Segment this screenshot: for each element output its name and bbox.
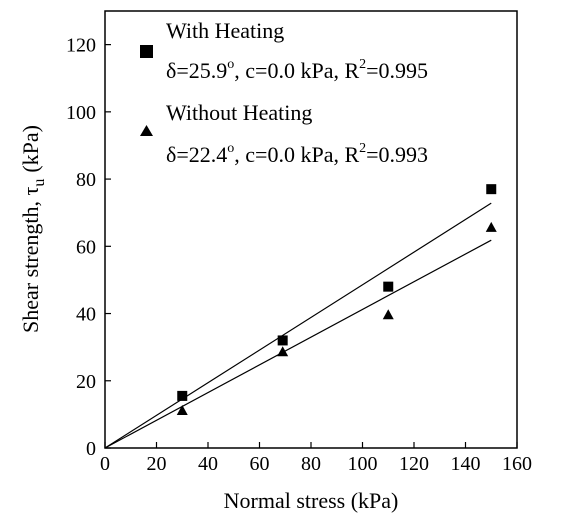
x-tick-label: 40 [198,453,218,475]
fit-without-heating-delta: δ=22.4 [166,142,227,167]
point-without-heating [382,309,394,320]
x-axis-title: Normal stress (kPa) [224,488,399,513]
y-axis-title-main: Shear strength, τ [18,187,43,333]
x-tick-label: 0 [100,453,110,475]
y-tick-label: 60 [76,236,96,258]
point-without-heating [485,221,497,232]
fit-lines [104,202,492,449]
fit-with-heating-r2-value: =0.995 [366,58,428,83]
x-tick-label: 60 [250,453,270,475]
fit-without-heating-rest: , c=0.0 kPa, R [234,142,359,167]
y-tick-label: 100 [66,102,96,124]
data-points [176,184,497,416]
fit-line-without-heating [104,239,492,449]
point-with-heating [486,184,497,195]
legend-marker-with-heating [140,45,153,58]
legend-marker-without-heating [140,125,153,136]
point-without-heating [277,346,289,357]
legend-label-with-heating: With Heating [166,18,284,43]
fit-with-heating-r2-sup: 2 [359,57,366,72]
fit-with-heating-delta: δ=25.9 [166,58,227,83]
x-tick-label: 160 [502,453,532,475]
y-axis-title-unit: (kPa) [18,125,43,173]
y-axis-title-subscript: u [31,179,48,187]
x-tick-label: 140 [451,453,481,475]
y-tick-label: 120 [66,35,96,57]
x-tick-label: 100 [348,453,378,475]
x-tick-label: 20 [147,453,167,475]
fit-with-heating-degree: o [227,57,234,72]
fit-without-heating-degree: o [227,141,234,156]
point-with-heating [277,335,288,346]
fit-line-with-heating [104,202,492,449]
axis-ticks: 0 20 40 60 80 100 120 140 160 0 20 40 60 80 100 120 [66,35,532,475]
y-tick-label: 80 [76,169,96,191]
y-tick-label: 0 [86,438,96,460]
y-tick-label: 20 [76,371,96,393]
x-tick-label: 120 [399,453,429,475]
y-tick-label: 40 [76,304,96,326]
fit-with-heating-rest: , c=0.0 kPa, R [234,58,359,83]
point-without-heating [176,405,188,416]
fit-without-heating-r2-value: =0.993 [366,142,428,167]
point-with-heating [177,390,188,401]
legend-fit-without-heating: δ=22.4o, c=0.0 kPa, R2=0.993 [166,141,428,167]
legend-label-without-heating: Without Heating [166,100,312,125]
point-with-heating [383,281,394,292]
fit-without-heating-r2-sup: 2 [359,141,366,156]
legend: With Heating δ=25.9o, c=0.0 kPa, R2=0.99… [140,18,428,167]
x-tick-label: 80 [301,453,321,475]
y-axis-title: Shear strength, τu (kPa) [18,125,48,333]
legend-fit-with-heating: δ=25.9o, c=0.0 kPa, R2=0.995 [166,57,428,83]
